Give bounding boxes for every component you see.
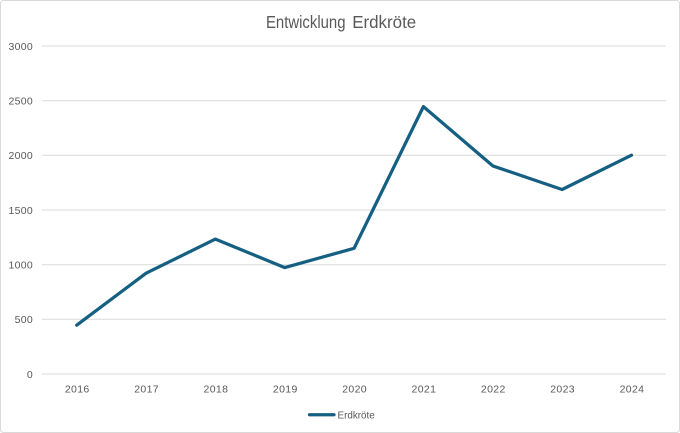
svg-text:1500: 1500 — [8, 205, 33, 217]
svg-text:0: 0 — [27, 369, 33, 381]
svg-text:2016: 2016 — [65, 384, 90, 396]
svg-text:Erdkröte: Erdkröte — [352, 12, 416, 32]
svg-text:2023: 2023 — [550, 384, 575, 396]
svg-text:2019: 2019 — [273, 384, 298, 396]
svg-text:Erdkröte: Erdkröte — [338, 410, 375, 422]
svg-text:500: 500 — [15, 314, 33, 326]
svg-text:Entwicklung: Entwicklung — [266, 12, 346, 32]
svg-text:2022: 2022 — [481, 384, 506, 396]
svg-text:2021: 2021 — [412, 384, 437, 396]
svg-text:2500: 2500 — [8, 96, 33, 108]
svg-text:2000: 2000 — [8, 150, 33, 162]
svg-text:2020: 2020 — [342, 384, 367, 396]
svg-text:2018: 2018 — [204, 384, 229, 396]
svg-text:2017: 2017 — [134, 384, 159, 396]
svg-text:2024: 2024 — [620, 384, 645, 396]
svg-text:1000: 1000 — [8, 260, 33, 272]
svg-text:3000: 3000 — [8, 41, 33, 53]
